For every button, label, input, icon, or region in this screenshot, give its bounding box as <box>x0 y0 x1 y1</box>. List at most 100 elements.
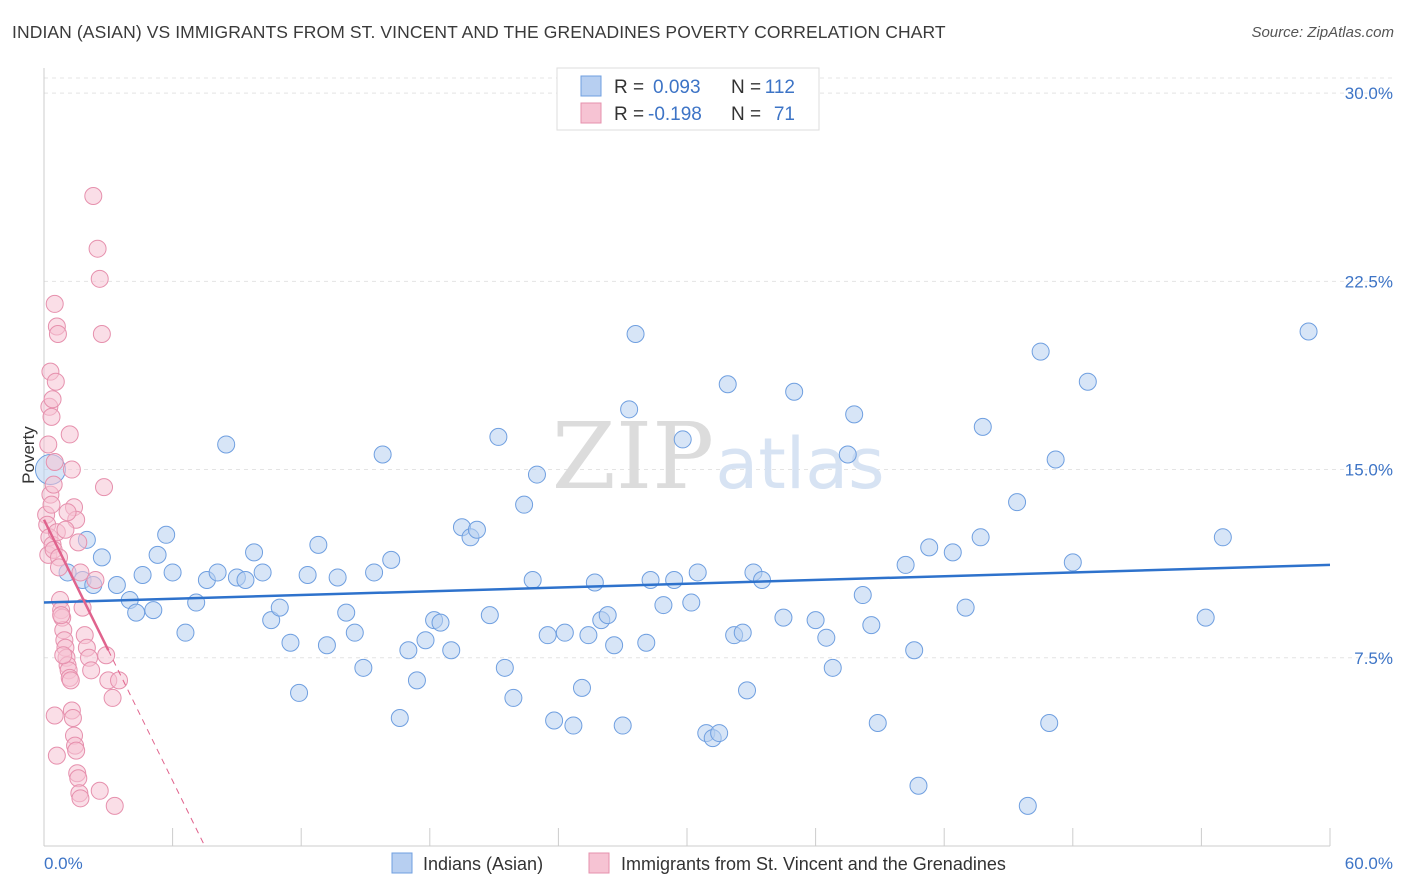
data-point <box>523 570 542 589</box>
data-point <box>107 575 126 594</box>
data-point <box>84 186 103 205</box>
data-point <box>144 601 163 620</box>
data-point <box>176 623 195 642</box>
data-point <box>45 294 64 313</box>
data-point <box>52 606 71 625</box>
legend-swatch-pink <box>580 102 602 124</box>
data-point <box>943 543 962 562</box>
data-point <box>416 631 435 650</box>
data-point <box>467 520 486 539</box>
data-point <box>90 269 109 288</box>
data-point <box>504 688 523 707</box>
data-point <box>42 407 61 426</box>
data-point <box>572 678 591 697</box>
data-point <box>399 641 418 660</box>
legend-n-label-pink: N = <box>731 104 761 125</box>
data-point <box>1213 528 1232 547</box>
data-point <box>127 603 146 622</box>
data-point <box>208 563 227 582</box>
points-layer <box>34 186 1318 815</box>
trend-line-extension-series-1 <box>107 650 206 847</box>
data-point <box>538 626 557 645</box>
data-point <box>489 427 508 446</box>
data-point <box>853 586 872 605</box>
data-point <box>564 716 583 735</box>
data-point <box>86 570 105 589</box>
data-point <box>896 555 915 574</box>
data-point <box>718 375 737 394</box>
data-point <box>217 435 236 454</box>
data-point <box>382 550 401 569</box>
data-point <box>47 746 66 765</box>
data-point <box>60 425 79 444</box>
data-point <box>270 598 289 617</box>
stats-legend: R = 0.093 N = 112 R = -0.198 N = 71 <box>556 67 820 131</box>
data-point <box>845 405 864 424</box>
data-point <box>58 503 77 522</box>
series-legend-label-blue: Indians (Asian) <box>423 854 543 874</box>
data-point <box>785 382 804 401</box>
data-point <box>71 563 90 582</box>
y-tick-label: 22.5% <box>1345 272 1393 291</box>
data-point <box>365 563 384 582</box>
data-point <box>806 611 825 630</box>
data-point <box>1063 553 1082 572</box>
data-point <box>187 593 206 612</box>
data-point <box>753 570 772 589</box>
data-point <box>407 671 426 690</box>
data-point <box>710 724 729 743</box>
watermark-zip: ZIP <box>552 403 714 510</box>
data-point <box>817 628 836 647</box>
data-point <box>44 475 63 494</box>
data-point <box>54 646 73 665</box>
data-point <box>373 445 392 464</box>
data-point <box>253 563 272 582</box>
data-point <box>598 606 617 625</box>
series-legend-swatch-pink <box>588 852 610 874</box>
data-point <box>1008 493 1027 512</box>
grid-layer: 7.5% 15.0% 22.5% 30.0% <box>44 77 1393 668</box>
data-point <box>545 711 564 730</box>
data-point <box>95 478 114 497</box>
data-point <box>309 535 328 554</box>
data-point <box>105 796 124 815</box>
data-point <box>345 623 364 642</box>
legend-r-label-pink: R = <box>614 104 644 125</box>
data-point <box>620 400 639 419</box>
data-point <box>585 573 604 592</box>
data-point <box>262 611 281 630</box>
data-point <box>1040 714 1059 733</box>
data-point <box>69 769 88 788</box>
data-point <box>148 545 167 564</box>
data-point <box>88 239 107 258</box>
y-tick-label: 15.0% <box>1345 461 1393 480</box>
data-point <box>236 570 255 589</box>
data-point <box>92 325 111 344</box>
data-point <box>971 528 990 547</box>
legend-r-value-pink: -0.198 <box>648 104 702 125</box>
data-point <box>654 596 673 615</box>
data-point <box>163 563 182 582</box>
data-point <box>1018 796 1037 815</box>
data-point <box>862 616 881 635</box>
data-point <box>905 641 924 660</box>
data-point <box>738 681 757 700</box>
data-point <box>337 603 356 622</box>
data-point <box>290 683 309 702</box>
data-point <box>92 548 111 567</box>
data-point <box>579 626 598 645</box>
data-point <box>103 688 122 707</box>
data-point <box>45 453 64 472</box>
data-point <box>67 741 86 760</box>
x-tick-label-min: 0.0% <box>44 854 83 873</box>
data-point <box>39 435 58 454</box>
trend-line-series-1 <box>42 519 110 651</box>
data-point <box>56 520 75 539</box>
data-point <box>1196 608 1215 627</box>
data-point <box>442 641 461 660</box>
chart-source: Source: ZipAtlas.com <box>1251 24 1394 41</box>
data-point <box>973 417 992 436</box>
data-point <box>495 658 514 677</box>
data-point <box>62 460 81 479</box>
